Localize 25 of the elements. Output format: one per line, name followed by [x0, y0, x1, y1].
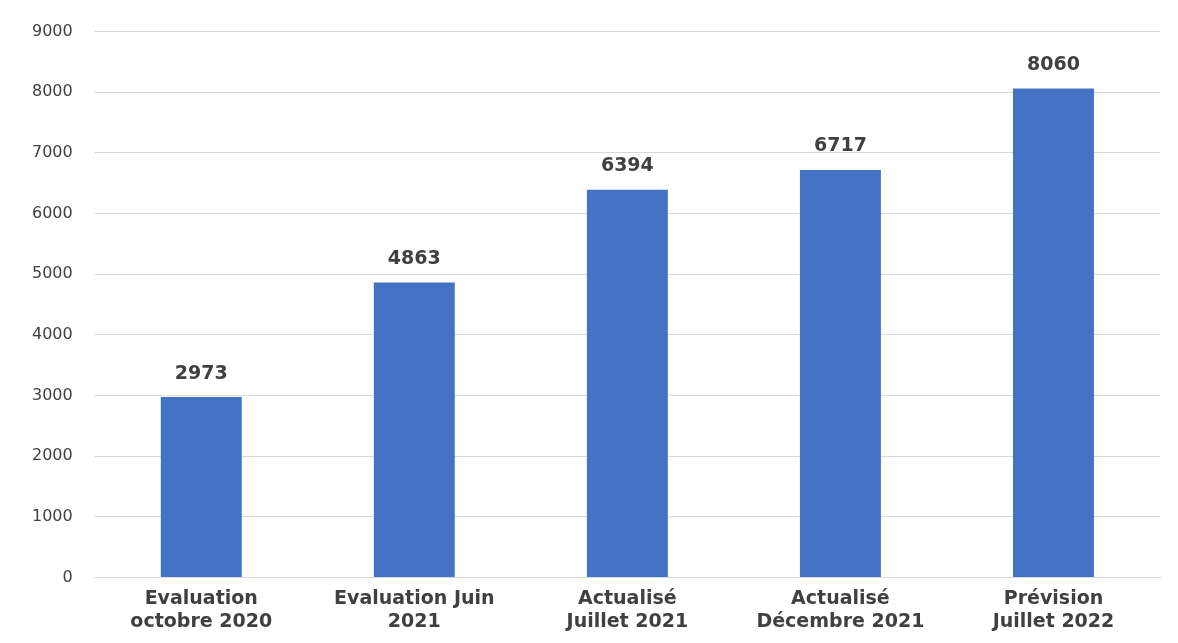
y-tick-label: 6000 [32, 202, 73, 222]
y-tick-label: 5000 [32, 263, 73, 283]
x-tick-label: Evaluation Juin 2021 [334, 585, 495, 631]
data-label: 6394 [600, 153, 654, 176]
bar [799, 170, 881, 577]
y-tick-label: 0 [62, 566, 73, 586]
bar [160, 397, 242, 577]
data-label: 8060 [1027, 52, 1080, 75]
bar [373, 282, 455, 577]
y-tick-label: 4000 [32, 323, 73, 343]
data-label: 4863 [387, 245, 441, 268]
x-tick-label: Actualisé Juillet 2021 [564, 585, 689, 631]
data-label: 6717 [813, 133, 867, 156]
y-tick-label: 3000 [32, 384, 73, 404]
y-tick-label: 1000 [32, 505, 73, 525]
x-tick-label: Actualisé Décembre 2021 [756, 585, 925, 631]
y-tick-label: 2000 [32, 445, 73, 465]
data-label: 2973 [174, 360, 228, 383]
y-tick-label: 8000 [32, 81, 73, 101]
y-tick-label: 9000 [32, 20, 73, 40]
y-tick-label: 7000 [32, 142, 73, 162]
bar [1012, 88, 1094, 577]
bar [586, 189, 668, 577]
x-tick-label: Evaluation octobre 2020 [130, 585, 273, 631]
x-tick-label: Prévision Juillet 2022 [990, 585, 1115, 631]
